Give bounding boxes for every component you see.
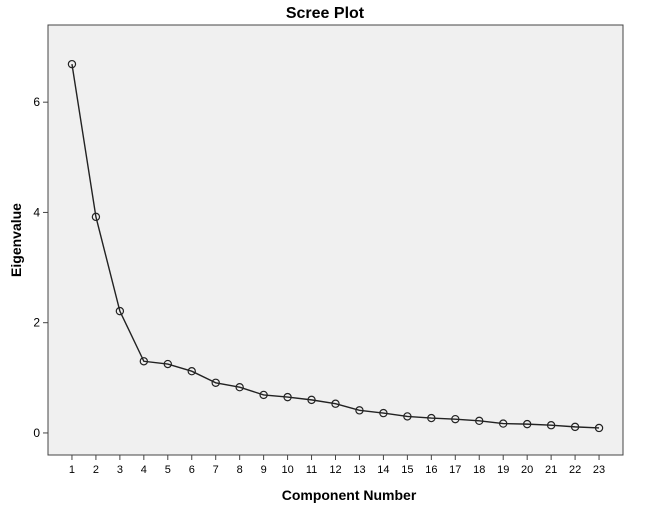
plot-area <box>47 24 624 456</box>
data-point <box>139 357 149 366</box>
x-tick-label: 19 <box>497 464 509 476</box>
x-tick-label: 3 <box>117 464 123 476</box>
x-tick-label: 5 <box>165 464 171 476</box>
x-axis-label: Component Number <box>282 487 417 503</box>
data-point <box>499 419 508 428</box>
y-tick-label: 2 <box>33 316 40 330</box>
data-point <box>570 422 580 432</box>
data-point <box>115 306 125 316</box>
y-tick-label: 4 <box>33 205 40 219</box>
data-point <box>259 390 268 400</box>
x-tick-label: 13 <box>353 464 365 476</box>
data-point <box>475 416 484 426</box>
x-tick-label: 7 <box>213 464 219 476</box>
data-point <box>91 212 101 222</box>
y-tick-label: 6 <box>33 95 40 109</box>
data-point <box>522 419 532 429</box>
data-point <box>379 408 388 418</box>
data-point <box>331 399 340 408</box>
x-tick-label: 12 <box>329 464 341 476</box>
data-point <box>187 367 196 376</box>
x-tick-label: 2 <box>93 464 99 476</box>
x-tick-label: 1 <box>69 464 75 476</box>
x-tick-label: 18 <box>473 464 485 476</box>
data-point <box>307 395 316 405</box>
x-tick-label: 8 <box>237 464 243 476</box>
x-tick-label: 22 <box>569 464 581 476</box>
x-tick-label: 10 <box>281 464 293 476</box>
data-point <box>427 413 436 423</box>
y-tick-label: 0 <box>33 426 40 440</box>
data-point <box>211 378 220 387</box>
data-point <box>235 382 244 392</box>
y-axis-label: Eigenvalue <box>8 203 24 277</box>
data-point <box>403 412 412 421</box>
x-tick-label: 4 <box>141 464 147 476</box>
x-tick-label: 9 <box>261 464 267 476</box>
data-point <box>283 392 292 402</box>
series-layer <box>67 59 604 433</box>
data-point <box>355 406 364 415</box>
y-axis: 0 2 4 6 <box>33 95 48 440</box>
series-line <box>71 64 600 429</box>
data-point <box>451 414 460 424</box>
x-tick-label: 23 <box>593 464 605 476</box>
x-tick-label: 15 <box>401 464 413 476</box>
x-tick-label: 11 <box>306 464 317 476</box>
chart-title: Scree Plot <box>286 5 365 22</box>
x-tick-label: 20 <box>521 464 533 476</box>
x-tick-label: 17 <box>449 464 461 476</box>
data-point <box>67 59 77 69</box>
x-axis: 1 2 3 4 5 6 7 8 9 10 11 12 13 14 15 16 17 18 19 20 21 22 23 <box>69 455 605 476</box>
x-tick-label: 21 <box>545 464 557 476</box>
data-point <box>594 423 604 433</box>
x-tick-label: 16 <box>425 464 437 476</box>
data-point <box>546 421 556 430</box>
x-tick-label: 6 <box>189 464 195 476</box>
x-tick-label: 14 <box>377 464 389 476</box>
data-point <box>163 359 172 369</box>
